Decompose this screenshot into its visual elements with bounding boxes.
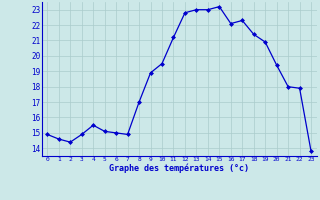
X-axis label: Graphe des températures (°c): Graphe des températures (°c) — [109, 164, 249, 173]
